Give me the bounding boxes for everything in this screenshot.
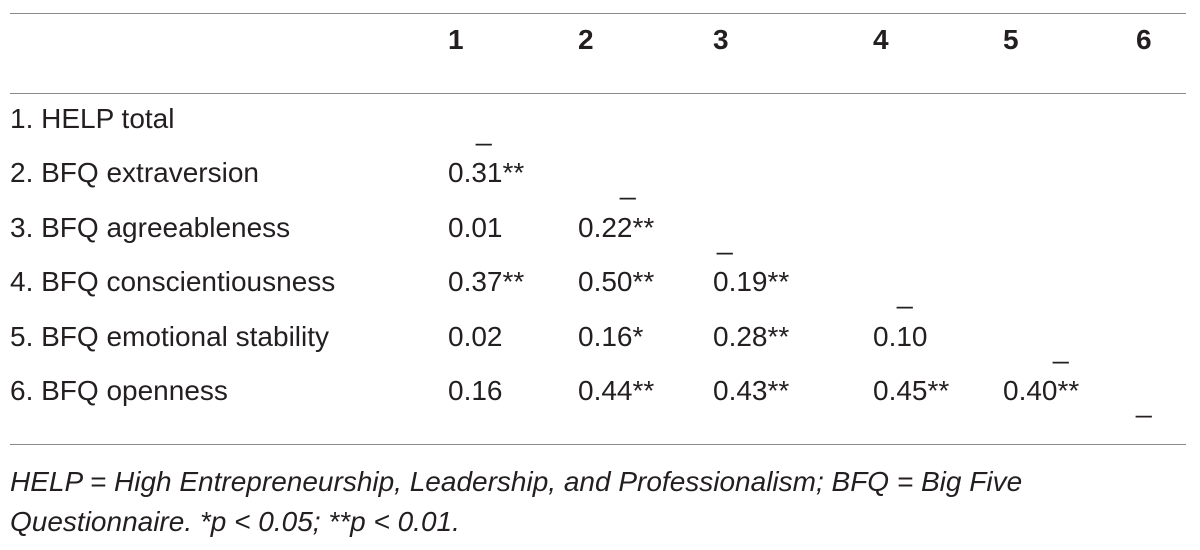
column-header-4: 4: [873, 24, 889, 55]
table-cell: 0.16*: [578, 320, 644, 352]
table-header-rule: [10, 93, 1186, 94]
table-cell: 0.10: [873, 320, 928, 352]
column-header-6: 6: [1136, 24, 1152, 55]
table-row: 2. BFQ extraversion 0.31** _: [10, 146, 1186, 201]
table-cell: 0.16: [448, 375, 503, 407]
table-row: 6. BFQ openness 0.16 0.44** 0.43** 0.45*…: [10, 364, 1186, 419]
row-label: 6. BFQ openness: [10, 375, 228, 407]
footnote-line-2: Questionnaire. *p < 0.05; **p < 0.01.: [10, 506, 460, 537]
row-label: 3. BFQ agreeableness: [10, 211, 291, 243]
column-header-2: 2: [578, 24, 594, 55]
diagonal-dash: _: [717, 223, 733, 255]
column-header-1: 1: [448, 24, 464, 55]
table-cell: [1136, 310, 1186, 365]
column-header-5: 5: [1003, 24, 1019, 55]
table-cell: [1136, 201, 1186, 256]
table-cell: [578, 80, 713, 146]
table-cell: 0.02: [448, 320, 503, 352]
table-header-row: 1 2 3 4 5 6: [10, 0, 1186, 80]
table-cell: 0.19**: [713, 266, 790, 298]
table-cell: [873, 201, 1003, 256]
table-row: 1. HELP total _: [10, 80, 1186, 146]
table-cell: [713, 80, 873, 146]
diagonal-dash: _: [476, 115, 492, 146]
table-bottom-rule: [10, 444, 1186, 445]
row-label: 2. BFQ extraversion: [10, 157, 259, 189]
correlation-table: 1 2 3 4 5 6 1. HELP total _ 2. BFQ extra…: [10, 0, 1186, 419]
diagonal-dash: _: [620, 169, 636, 201]
table-cell: 0.01: [448, 211, 503, 243]
row-label: 5. BFQ emotional stability: [10, 320, 330, 352]
table-row: 4. BFQ conscientiousness 0.37** 0.50** 0…: [10, 255, 1186, 310]
table-cell: 0.40**: [1003, 375, 1080, 407]
table-cell: 0.44**: [578, 375, 655, 407]
table-footnote: HELP = High Entrepreneurship, Leadership…: [10, 462, 1186, 542]
table-cell: [1003, 146, 1136, 201]
table-cell: [1136, 255, 1186, 310]
table-row: 3. BFQ agreeableness 0.01 0.22** _: [10, 201, 1186, 256]
diagonal-dash: _: [1136, 387, 1152, 419]
table-cell: [1003, 255, 1136, 310]
table-cell: [1003, 80, 1136, 146]
table-cell: 0.22**: [578, 211, 655, 243]
diagonal-dash: _: [1053, 332, 1069, 364]
table-row: 5. BFQ emotional stability 0.02 0.16* 0.…: [10, 310, 1186, 365]
table-cell: 0.31**: [448, 157, 525, 189]
diagonal-dash: _: [897, 278, 913, 310]
footnote-line-1: HELP = High Entrepreneurship, Leadership…: [10, 466, 1023, 497]
header-row-label: [10, 0, 448, 80]
table-cell: [713, 146, 873, 201]
table-cell: 0.43**: [713, 375, 790, 407]
table-cell: [1136, 80, 1186, 146]
table-cell: 0.45**: [873, 375, 950, 407]
table-cell: [873, 80, 1003, 146]
table-cell: 0.28**: [713, 320, 790, 352]
table-cell: [1136, 146, 1186, 201]
table-cell: [1003, 201, 1136, 256]
table-cell: [873, 146, 1003, 201]
row-label: 4. BFQ conscientiousness: [10, 266, 336, 298]
row-label: 1. HELP total: [10, 103, 175, 134]
table-cell: 0.50**: [578, 266, 655, 298]
table-top-rule: [10, 13, 1186, 14]
table-cell: 0.37**: [448, 266, 525, 298]
column-header-3: 3: [713, 24, 729, 55]
